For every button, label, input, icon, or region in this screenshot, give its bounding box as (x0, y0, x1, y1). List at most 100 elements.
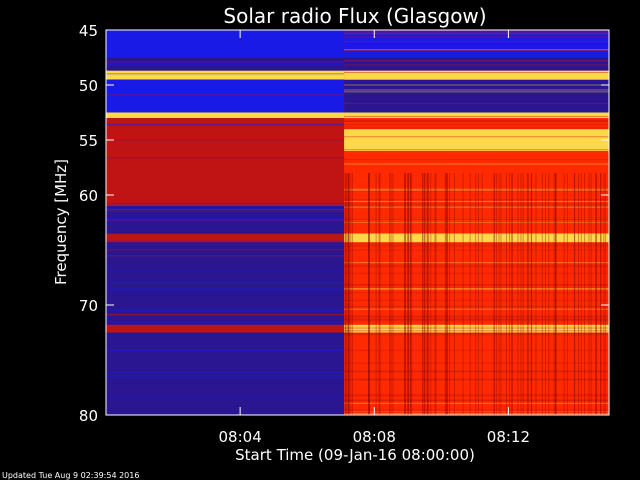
heatmap-streak (344, 409, 609, 411)
heatmap-vstreak (411, 173, 413, 415)
chart-title: Solar radio Flux (Glasgow) (223, 4, 486, 28)
heatmap-streak (106, 51, 345, 53)
heatmap-vstreak (531, 173, 533, 415)
updated-timestamp: Updated Tue Aug 9 02:39:54 2016 (2, 471, 139, 480)
heatmap-vstreak (345, 173, 347, 415)
heatmap-vstreak (548, 173, 550, 415)
heatmap-vstreak (422, 173, 424, 415)
heatmap-streak (344, 84, 609, 86)
heatmap-streak (106, 203, 345, 205)
heatmap-vstreak (511, 173, 513, 415)
heatmap-vstreak (566, 173, 568, 415)
plot-area (106, 30, 610, 415)
heatmap-streak (344, 119, 609, 121)
heatmap-streak (344, 317, 609, 319)
heatmap-vstreak (577, 173, 579, 415)
heatmap-streak (344, 126, 609, 128)
y-tick-label: 70 (79, 297, 98, 315)
x-tick-label: 08:08 (353, 428, 396, 446)
heatmap-streak (344, 399, 609, 401)
heatmap-streak (344, 190, 609, 192)
heatmap-streak (344, 115, 609, 117)
y-axis-ticks: 45 50 55 60 70 80 (79, 22, 609, 425)
heatmap-streak (344, 49, 609, 51)
heatmap-band-pre (106, 242, 345, 325)
heatmap-streak (106, 73, 345, 75)
heatmap-vstreak (348, 173, 350, 415)
heatmap-vstreak (520, 173, 522, 415)
heatmap-band-post (344, 324, 609, 333)
plot-frame (105, 29, 610, 416)
heatmap-streak (344, 362, 609, 364)
heatmap-streak (106, 188, 345, 190)
heatmap-streak (106, 288, 345, 290)
heatmap-streak (344, 411, 609, 413)
heatmap-streak (344, 243, 609, 245)
heatmap-streak (106, 218, 345, 220)
heatmap-streak (106, 61, 345, 63)
heatmap-vstreak (527, 173, 529, 415)
heatmap-streak (344, 249, 609, 251)
heatmap-streak (344, 120, 609, 122)
heatmap-vstreak (453, 173, 455, 415)
heatmap-streak (344, 299, 609, 301)
heatmap-vstreak (563, 173, 565, 415)
heatmap-streak (106, 94, 345, 96)
heatmap-streak (344, 190, 609, 192)
heatmap-vstreak (574, 173, 576, 415)
heatmap-vstreak (430, 173, 432, 415)
heatmap-vstreak (475, 173, 477, 415)
heatmap-band-post (344, 112, 609, 118)
heatmap-vstreak (446, 173, 448, 415)
heatmap-band-post (344, 57, 609, 71)
heatmap-streak (344, 60, 609, 62)
heatmap-vstreak (407, 173, 409, 415)
heatmap-band-pre (106, 324, 345, 333)
heatmap-streak (106, 240, 345, 242)
heatmap-streak (344, 308, 609, 310)
heatmap-streak (344, 394, 609, 396)
heatmap-vstreak (495, 173, 497, 415)
heatmap-streak (106, 39, 345, 41)
heatmap-vstreak (389, 173, 391, 415)
x-tick-label: 08:04 (219, 428, 262, 446)
heatmap-streak (106, 118, 345, 120)
heatmap-streak (344, 89, 609, 91)
heatmap-streak (106, 270, 345, 272)
heatmap-streak (344, 207, 609, 209)
heatmap-streak (106, 62, 345, 64)
heatmap-streak (106, 283, 345, 285)
heatmap-streak (344, 159, 609, 161)
heatmap-streak (344, 64, 609, 66)
heatmap-streak (344, 284, 609, 286)
heatmap-vstreak (595, 173, 597, 415)
heatmap-streak (106, 376, 345, 378)
heatmap-vstreak (346, 173, 348, 415)
heatmap-vstreak (347, 173, 349, 415)
y-tick-label: 55 (79, 132, 98, 150)
heatmap-vstreak (498, 173, 500, 415)
heatmap-streak (106, 139, 345, 141)
heatmap-band-post (344, 233, 609, 243)
heatmap-streak (344, 221, 609, 223)
heatmap-vstreak (375, 173, 377, 415)
heatmap-streak (344, 411, 609, 413)
heatmap-vstreak (511, 173, 513, 415)
y-tick-label: 60 (79, 187, 98, 205)
heatmap-vstreak (469, 173, 471, 415)
heatmap-streak (106, 208, 345, 210)
heatmap-vstreak (368, 173, 370, 415)
heatmap-streak (106, 179, 345, 181)
y-tick-label: 50 (79, 77, 98, 95)
heatmap-streak (106, 397, 345, 399)
heatmap-streak (106, 123, 345, 125)
heatmap-vstreak (553, 173, 555, 415)
heatmap-streak (344, 206, 609, 208)
heatmap-streak (344, 221, 609, 223)
heatmap-vstreak (423, 173, 425, 415)
heatmap-vstreak (595, 173, 597, 415)
heatmap-streak (344, 400, 609, 402)
heatmap-vstreak (392, 173, 394, 415)
heatmap-streak (344, 266, 609, 268)
heatmap-streak (344, 315, 609, 317)
